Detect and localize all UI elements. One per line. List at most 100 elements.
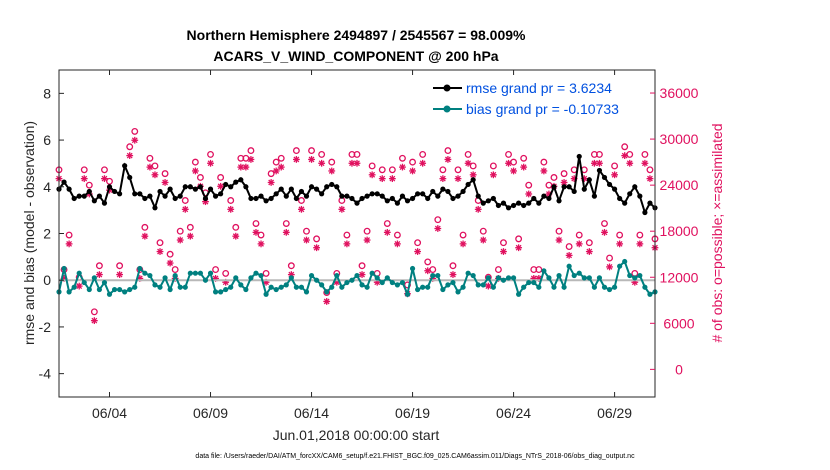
rmse-point <box>207 186 214 192</box>
obs-assimilated-marker <box>439 175 447 183</box>
obs-possible-marker <box>303 227 310 235</box>
bias-point <box>536 284 542 290</box>
obs-possible-marker <box>212 266 220 274</box>
obs-possible-marker <box>429 266 437 274</box>
obs-assimilated-marker <box>414 248 422 255</box>
rmse-point <box>334 184 340 190</box>
bias-point <box>329 284 335 290</box>
obs-possible-marker <box>575 231 583 239</box>
bias-point <box>298 284 305 290</box>
rmse-point <box>430 188 436 195</box>
bias-point <box>420 284 426 290</box>
obs-possible-marker <box>267 170 275 178</box>
rmse-point <box>521 202 527 209</box>
rmse-point <box>278 186 284 192</box>
obs-possible-marker <box>393 231 401 239</box>
rmse-point <box>596 167 603 174</box>
bias-point <box>177 284 183 290</box>
bias-point <box>596 275 603 281</box>
obs-possible-marker <box>449 262 457 270</box>
bias-point <box>526 279 532 286</box>
obs-assimilated-marker <box>469 171 477 179</box>
rmse-point <box>268 195 274 202</box>
obs-assimilated-marker <box>510 167 517 175</box>
obs-possible-marker <box>520 154 528 162</box>
obs-assimilated-marker <box>646 175 654 183</box>
obs-assimilated-marker <box>444 156 452 163</box>
obs-possible-marker <box>90 308 98 316</box>
obs-assimilated-marker <box>176 236 184 244</box>
bias-point <box>288 275 294 281</box>
obs-possible-marker <box>116 262 124 270</box>
obs-possible-marker <box>419 150 427 158</box>
bias-point <box>293 284 299 290</box>
bias-point <box>566 263 572 269</box>
rmse-point <box>147 193 153 199</box>
bias-point <box>354 272 360 279</box>
rmse-point <box>420 191 426 197</box>
obs-assimilated-marker <box>75 282 83 290</box>
bias-point <box>172 272 178 279</box>
rmse-point <box>132 191 138 197</box>
obs-assimilated-marker <box>388 175 396 183</box>
obs-assimilated-marker <box>90 317 98 325</box>
rmse-point <box>86 188 92 195</box>
obs-assimilated-marker <box>227 205 235 213</box>
obs-assimilated-marker <box>606 263 613 271</box>
y-right-tick-label: 18000 <box>660 223 699 239</box>
rmse-point <box>632 184 638 190</box>
bias-point <box>339 284 345 290</box>
obs-assimilated-marker <box>338 205 346 213</box>
obs-assimilated-marker <box>383 228 391 236</box>
rmse-point <box>96 193 103 199</box>
y-left-tick-label: -4 <box>39 366 52 382</box>
rmse-point <box>354 200 360 206</box>
y-right-tick-label: 36000 <box>660 85 699 101</box>
obs-possible-marker <box>262 269 270 277</box>
rmse-point <box>263 198 269 204</box>
obs-possible-marker <box>176 227 184 235</box>
obs-possible-marker <box>368 162 376 170</box>
bias-point <box>364 284 370 290</box>
rmse-point <box>202 195 209 202</box>
rmse-point <box>313 186 320 192</box>
footer-data-file: data file: /Users/raeder/DAI/ATM_forcXX/… <box>195 453 635 460</box>
rmse-point <box>601 174 608 181</box>
obs-possible-marker <box>287 262 295 270</box>
rmse-point <box>319 191 325 197</box>
rmse-point <box>415 191 421 197</box>
obs-possible-marker <box>459 231 467 239</box>
rmse-point <box>218 191 224 197</box>
rmse-point <box>495 202 502 209</box>
obs-possible-marker <box>585 239 593 247</box>
obs-assimilated-marker <box>126 152 134 159</box>
rmse-point <box>526 200 532 206</box>
obs-possible-marker <box>308 147 315 155</box>
bias-point <box>435 272 441 279</box>
obs-possible-marker <box>141 223 149 231</box>
obs-assimilated-marker <box>464 159 472 167</box>
bias-point <box>445 282 451 288</box>
rmse-point <box>425 195 431 202</box>
y-axis-left: -4 -2 0 2 4 6 8 <box>39 85 64 382</box>
bias-point <box>152 282 158 288</box>
y-left-tick-label: 0 <box>43 272 51 288</box>
bias-point <box>243 286 249 293</box>
obs-assimilated-marker <box>520 163 528 171</box>
obs-possible-marker <box>151 162 159 170</box>
obs-assimilated-marker <box>585 248 593 255</box>
x-tick-label: 06/04 <box>92 405 127 421</box>
obs-possible-marker <box>494 266 502 274</box>
bias-point <box>642 284 648 290</box>
rmse-point <box>470 177 476 183</box>
bias-point <box>601 284 608 290</box>
rmse-point <box>177 193 183 199</box>
rmse-point <box>627 191 633 197</box>
obs-possible-marker <box>646 166 654 174</box>
bias-point <box>197 270 204 276</box>
bias-point <box>485 275 491 281</box>
obs-possible-marker <box>550 174 558 181</box>
bias-point <box>455 289 461 295</box>
obs-assimilated-marker <box>252 228 260 236</box>
